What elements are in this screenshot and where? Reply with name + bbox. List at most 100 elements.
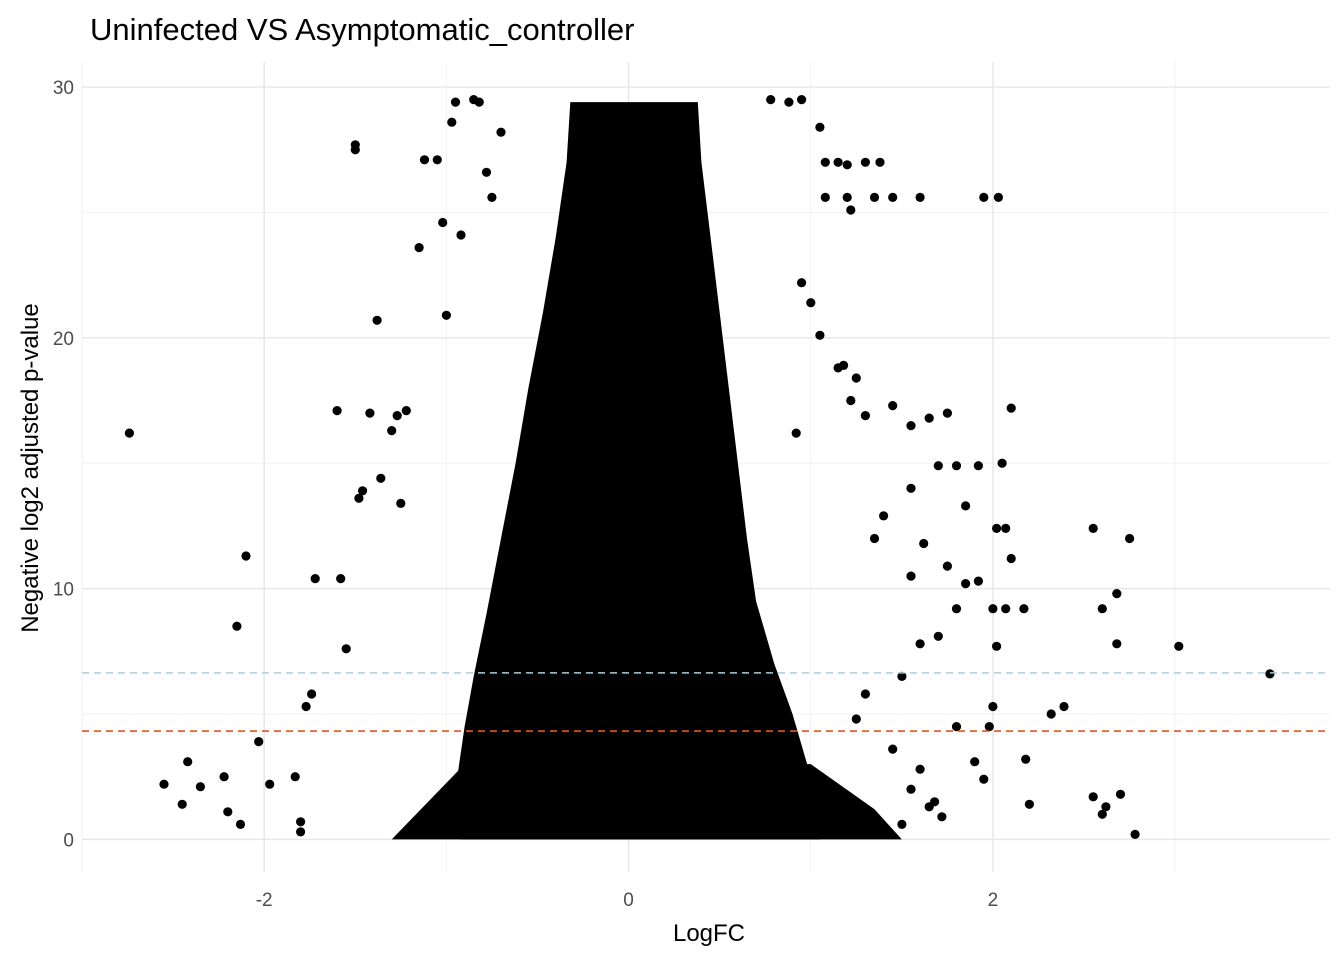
data-point xyxy=(851,714,861,724)
data-point xyxy=(1112,639,1122,649)
data-point xyxy=(797,278,807,288)
data-point xyxy=(241,551,251,561)
x-tick-label: 0 xyxy=(623,890,634,911)
data-point xyxy=(447,117,457,127)
data-point xyxy=(879,511,889,521)
data-point xyxy=(784,97,794,107)
data-point xyxy=(915,639,925,649)
data-point xyxy=(1088,792,1098,802)
y-axis-title: Negative log2 adjusted p-value xyxy=(17,303,44,633)
data-point xyxy=(888,744,898,754)
data-point xyxy=(924,802,934,812)
data-point xyxy=(988,701,998,712)
data-point xyxy=(1174,641,1184,651)
data-point xyxy=(350,145,360,155)
data-point xyxy=(961,501,971,511)
data-point xyxy=(392,411,402,421)
y-tick-label: 10 xyxy=(53,580,74,601)
data-point xyxy=(1088,523,1098,534)
data-point xyxy=(441,310,451,320)
data-point xyxy=(942,561,953,571)
data-point xyxy=(842,160,852,170)
data-point xyxy=(1019,604,1029,614)
data-point xyxy=(860,157,871,167)
data-point xyxy=(846,395,856,406)
data-point xyxy=(354,493,364,503)
data-point xyxy=(219,772,229,782)
data-point xyxy=(993,192,1004,202)
data-point xyxy=(195,782,205,792)
data-point xyxy=(235,819,246,830)
data-point xyxy=(915,764,925,774)
data-point xyxy=(860,411,871,421)
data-point xyxy=(919,538,929,549)
data-point xyxy=(414,243,424,253)
data-point xyxy=(1006,553,1016,564)
dense-point-cloud xyxy=(455,102,820,840)
data-point xyxy=(310,574,320,584)
data-point xyxy=(875,157,885,167)
data-point xyxy=(376,473,386,483)
y-tick-label: 20 xyxy=(53,329,74,350)
points-layer xyxy=(124,95,1275,840)
data-point xyxy=(1024,799,1034,809)
data-point xyxy=(820,192,830,202)
data-point xyxy=(997,458,1007,468)
data-point xyxy=(419,155,430,165)
data-point xyxy=(937,812,947,822)
data-point xyxy=(307,689,317,699)
x-axis-title: LogFC xyxy=(673,920,745,947)
data-point xyxy=(124,428,134,438)
data-point xyxy=(951,461,962,471)
data-point xyxy=(232,621,242,631)
data-point xyxy=(290,772,300,782)
data-point xyxy=(438,217,448,228)
data-point xyxy=(1001,604,1011,614)
data-point xyxy=(933,461,943,471)
data-point xyxy=(906,483,916,493)
data-point xyxy=(869,192,880,202)
data-point xyxy=(183,757,193,767)
data-point xyxy=(1130,829,1140,840)
data-point xyxy=(915,192,925,202)
data-point xyxy=(1097,604,1107,614)
data-point xyxy=(1021,754,1031,764)
data-point xyxy=(933,631,943,641)
data-point xyxy=(265,779,275,789)
dense-point-cloud-base xyxy=(391,764,902,840)
data-point xyxy=(336,574,346,584)
data-point xyxy=(846,205,856,215)
data-point xyxy=(358,486,368,496)
data-point xyxy=(815,330,825,340)
data-point xyxy=(474,97,484,107)
data-point xyxy=(1059,701,1069,712)
data-point xyxy=(942,408,953,418)
data-point xyxy=(851,373,861,383)
data-point xyxy=(970,757,980,767)
data-point xyxy=(456,230,466,240)
data-point xyxy=(1001,523,1011,534)
data-point xyxy=(254,737,264,747)
data-point xyxy=(992,641,1002,651)
data-point xyxy=(869,533,880,544)
data-point xyxy=(839,360,849,370)
data-point xyxy=(1101,802,1111,812)
x-tick-label: 2 xyxy=(988,890,999,911)
data-point xyxy=(797,95,807,105)
threshold-layer xyxy=(82,672,1330,732)
data-point xyxy=(481,167,492,177)
data-point xyxy=(973,461,984,471)
data-point xyxy=(924,413,934,423)
data-point xyxy=(401,406,411,416)
data-point xyxy=(296,817,306,827)
data-point xyxy=(888,401,898,411)
data-point xyxy=(906,571,916,581)
data-point xyxy=(906,784,916,794)
data-point xyxy=(450,97,461,107)
data-point xyxy=(951,604,962,614)
data-point xyxy=(791,428,801,438)
data-point xyxy=(1265,669,1275,679)
